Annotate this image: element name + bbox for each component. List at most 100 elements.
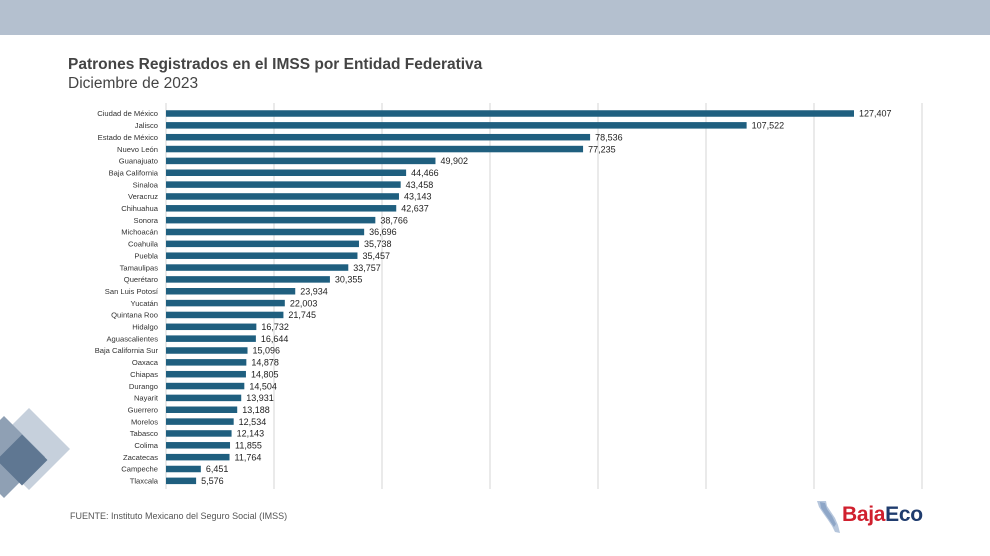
bar: [166, 133, 591, 141]
bar: [166, 122, 747, 129]
data-label: 14,504: [249, 381, 277, 391]
bar: [166, 157, 436, 165]
category-label: Coahuila: [128, 240, 159, 249]
data-label: 77,235: [588, 144, 616, 154]
bar: [166, 276, 330, 283]
data-label: 16,644: [261, 334, 289, 344]
data-label: 44,466: [411, 168, 439, 178]
category-label: San Luis Potosí: [105, 287, 159, 296]
data-label: 12,143: [237, 429, 265, 439]
data-label: 49,902: [440, 156, 468, 166]
category-label: Veracruz: [128, 192, 158, 201]
chart-title: Patrones Registrados en el IMSS por Enti…: [68, 56, 483, 73]
category-label: Zacatecas: [123, 453, 158, 462]
chart-subtitle: Diciembre de 2023: [68, 75, 199, 92]
category-label: Campeche: [121, 465, 158, 474]
bar: [166, 205, 397, 212]
category-label: Tamaulipas: [120, 263, 159, 272]
category-label: Estado de México: [98, 133, 158, 142]
bar: [166, 145, 584, 153]
data-label: 33,757: [353, 263, 381, 273]
bar: [166, 359, 247, 366]
category-label: Baja California: [109, 168, 159, 177]
data-label: 42,637: [401, 204, 429, 214]
bar: [166, 406, 238, 413]
data-label: 35,457: [362, 251, 390, 261]
bar: [166, 323, 257, 331]
category-label: Sonora: [134, 216, 159, 225]
category-label: Tabasco: [130, 429, 158, 438]
data-label: 127,407: [859, 109, 892, 119]
bar: [166, 335, 256, 342]
category-label: Chiapas: [130, 370, 158, 379]
bar: [166, 110, 854, 117]
category-label: Chihuahua: [121, 204, 159, 213]
category-label: Puebla: [134, 251, 158, 260]
category-label: Guanajuato: [119, 157, 158, 166]
bar: [166, 418, 234, 425]
data-label: 35,738: [364, 239, 392, 249]
bar: [166, 465, 201, 473]
data-label: 13,188: [242, 405, 270, 415]
data-label: 78,536: [595, 132, 623, 142]
data-label: 22,003: [290, 298, 318, 308]
data-label: 11,855: [235, 441, 262, 451]
category-label: Yucatán: [131, 299, 158, 308]
data-label: 16,732: [261, 322, 289, 332]
bar: [166, 169, 407, 176]
source-note: FUENTE: Instituto Mexicano del Seguro So…: [70, 511, 288, 521]
bar: [166, 264, 349, 271]
category-label: Nayarit: [134, 394, 159, 403]
bar: [166, 453, 230, 461]
data-label: 11,764: [235, 452, 262, 462]
data-label: 14,878: [251, 358, 279, 368]
category-label: Durango: [129, 382, 158, 391]
baja-california-map-icon: [817, 501, 840, 533]
bar: [166, 252, 358, 259]
bar: [166, 311, 284, 319]
logo-text: BajaEco: [842, 503, 923, 527]
logo-text-eco: Eco: [885, 503, 923, 526]
data-label: 107,522: [752, 121, 785, 131]
bar: [166, 288, 296, 295]
data-label: 14,805: [251, 369, 279, 379]
data-label: 43,458: [406, 180, 434, 190]
data-label: 13,931: [246, 393, 274, 403]
data-label: 23,934: [300, 286, 328, 296]
data-label: 15,096: [253, 346, 281, 356]
bar: [166, 394, 242, 402]
category-label: Jalisco: [135, 121, 158, 130]
data-label: 6,451: [206, 464, 229, 474]
category-label: Morelos: [131, 417, 158, 426]
logo-text-baja: Baja: [842, 503, 886, 526]
data-label: 30,355: [335, 275, 363, 285]
category-label: Baja California Sur: [95, 346, 159, 355]
top-banner: [0, 0, 990, 35]
category-label: Nuevo León: [117, 145, 158, 154]
bar: [166, 382, 245, 390]
category-label: Colima: [134, 441, 158, 450]
category-label: Hidalgo: [132, 323, 158, 332]
bar: [166, 430, 232, 437]
data-label: 43,143: [404, 192, 432, 202]
bar: [166, 370, 246, 378]
data-label: 12,534: [239, 417, 267, 427]
bajaeco-logo: BajaEco: [815, 498, 955, 538]
data-label: 5,576: [201, 476, 224, 486]
data-label: 36,696: [369, 227, 397, 237]
bar: [166, 299, 285, 307]
category-label: Oaxaca: [132, 358, 159, 367]
category-label: Sinaloa: [133, 180, 159, 189]
bar: [166, 442, 231, 449]
bar: [166, 240, 359, 248]
bar: [166, 181, 401, 188]
category-label: Aguascalientes: [106, 334, 158, 343]
bar: [166, 193, 399, 200]
bar: [166, 216, 376, 224]
category-label: Tlaxcala: [130, 477, 159, 486]
data-label: 38,766: [380, 215, 408, 225]
bar: [166, 477, 197, 485]
bar: [166, 347, 248, 354]
category-label: Guerrero: [128, 405, 158, 414]
